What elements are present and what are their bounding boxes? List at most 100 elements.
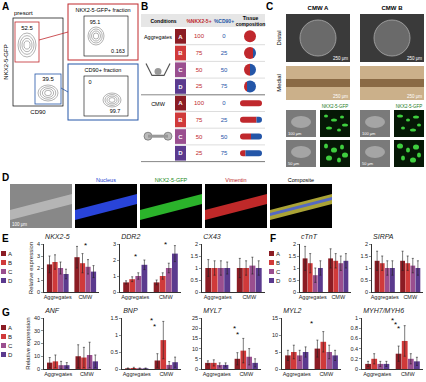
svg-text:3: 3 [37,253,40,259]
svg-text:1.5: 1.5 [190,253,198,259]
svg-text:25: 25 [196,150,203,156]
svg-text:1.5: 1.5 [360,253,368,259]
svg-text:39.5: 39.5 [42,76,54,82]
svg-text:1: 1 [195,265,198,271]
svg-text:Aggregates: Aggregates [299,294,327,300]
svg-text:A: A [178,100,183,106]
svg-text:MYH7/MYH6: MYH7/MYH6 [363,307,404,314]
svg-text:CMW: CMW [80,371,95,377]
svg-text:250 μm: 250 μm [333,94,348,99]
svg-text:*: * [164,240,167,249]
svg-text:4: 4 [37,241,40,247]
svg-text:50: 50 [221,67,228,73]
svg-text:CMW: CMW [159,371,174,377]
svg-text:75: 75 [196,117,203,123]
svg-text:*: * [233,324,236,333]
svg-text:B: B [178,117,183,123]
svg-text:E: E [2,233,9,244]
svg-text:*: * [310,319,313,328]
svg-text:CMW B: CMW B [382,5,404,11]
svg-text:0.163: 0.163 [111,48,125,54]
svg-text:*: * [236,330,239,339]
svg-text:50 μm: 50 μm [362,161,374,166]
svg-text:Aggregates: Aggregates [44,294,72,300]
svg-text:NKX2-5-GFP: NKX2-5-GFP [3,44,9,79]
svg-text:SIRPA: SIRPA [373,233,394,240]
svg-text:0.8: 0.8 [350,325,358,331]
svg-text:1: 1 [37,277,40,283]
svg-text:%NKX2-5+: %NKX2-5+ [186,18,211,24]
svg-text:1.5: 1.5 [288,253,296,259]
svg-text:40: 40 [34,315,40,321]
svg-text:C: C [178,67,183,73]
svg-text:CMW: CMW [403,294,418,300]
svg-text:10: 10 [34,353,40,359]
svg-text:100 μm: 100 μm [288,131,302,136]
svg-text:CX43: CX43 [203,233,221,240]
svg-text:0: 0 [195,289,198,295]
svg-text:C: C [266,1,273,12]
svg-text:2: 2 [293,241,296,247]
svg-text:50 μm: 50 μm [288,161,300,166]
svg-text:MYL7: MYL7 [203,307,222,314]
svg-text:*: * [394,320,397,329]
svg-text:Aggregates: Aggregates [363,371,391,377]
svg-text:75: 75 [221,83,228,89]
svg-text:D: D [2,172,9,183]
svg-text:F: F [270,233,276,244]
svg-text:100: 100 [194,33,205,39]
svg-text:50: 50 [196,67,203,73]
svg-text:CMW: CMW [319,371,334,377]
svg-text:25: 25 [196,83,203,89]
svg-text:Relative expression: Relative expression [25,317,31,369]
svg-text:0: 0 [115,366,118,372]
svg-text:Aggregates: Aggregates [204,294,232,300]
svg-text:25: 25 [221,50,228,56]
svg-text:50: 50 [221,134,228,140]
svg-text:A: A [2,1,9,12]
svg-text:composition: composition [236,21,266,27]
svg-text:250 μm: 250 μm [407,94,422,99]
svg-text:99.7: 99.7 [110,108,121,114]
svg-text:0: 0 [275,366,278,372]
svg-text:%CD90+: %CD90+ [214,18,234,24]
svg-text:DDR2: DDR2 [121,233,140,240]
svg-text:B: B [178,50,183,56]
svg-text:CD90: CD90 [30,109,46,115]
svg-text:*: * [134,252,137,261]
svg-text:CD90+ fraction: CD90+ fraction [85,67,122,73]
svg-text:100 μm: 100 μm [362,131,376,136]
svg-text:1: 1 [113,273,116,279]
svg-text:75: 75 [196,50,203,56]
svg-text:presort: presort [14,10,33,16]
svg-text:Aggregates: Aggregates [203,371,231,377]
svg-text:*: * [397,324,400,333]
svg-text:0: 0 [37,289,40,295]
svg-text:1: 1 [365,265,368,271]
svg-text:B: B [141,1,148,12]
svg-text:0.5: 0.5 [288,277,296,283]
svg-text:Aggregates: Aggregates [121,294,149,300]
svg-text:ANF: ANF [44,307,60,314]
svg-text:CMW: CMW [401,371,416,377]
svg-text:Nucleus: Nucleus [96,177,116,183]
svg-text:D: D [178,84,183,90]
svg-text:NKX2-5-GFP: NKX2-5-GFP [396,104,423,109]
svg-text:15: 15 [192,335,198,341]
svg-text:50: 50 [196,134,203,140]
svg-text:Medial: Medial [276,74,282,92]
svg-text:*: * [391,316,394,325]
svg-text:CMW: CMW [78,294,93,300]
svg-text:20: 20 [192,325,198,331]
svg-text:0.5: 0.5 [360,277,368,283]
svg-text:1: 1 [355,315,358,321]
svg-text:52.5: 52.5 [21,25,33,31]
svg-text:5: 5 [275,349,278,355]
svg-text:Vimentin: Vimentin [225,177,246,183]
svg-text:20: 20 [34,340,40,346]
svg-text:0: 0 [222,100,226,106]
svg-text:0: 0 [293,289,296,295]
svg-text:Aggregates: Aggregates [44,371,72,377]
svg-text:0: 0 [113,289,116,295]
svg-text:95.1: 95.1 [90,19,101,25]
